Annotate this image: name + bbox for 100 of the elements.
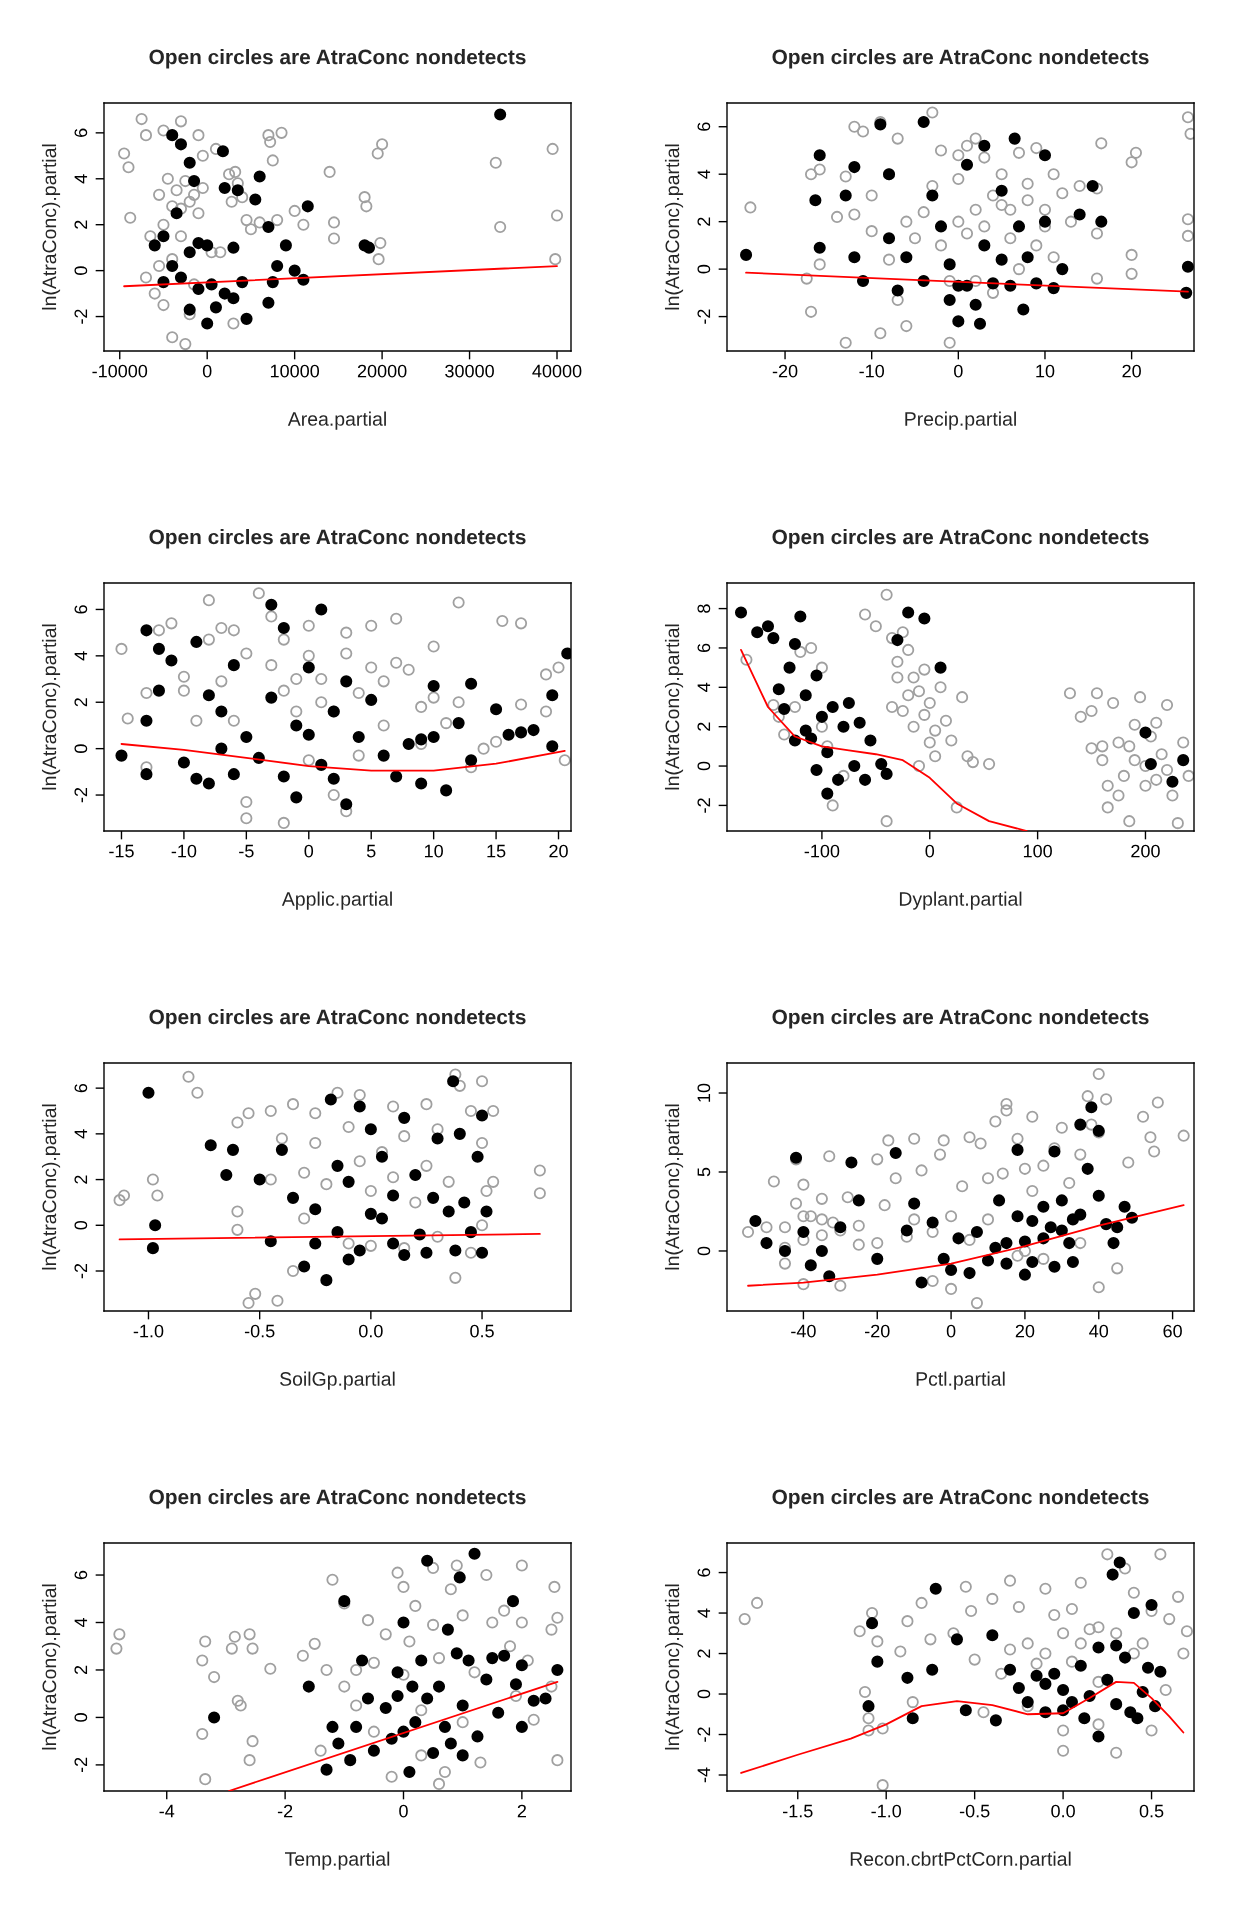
chart-title: Open circles are AtraConc nondetects xyxy=(772,1009,1149,1029)
x-tick-label: -40 xyxy=(791,1324,816,1338)
x-tick-label: -100 xyxy=(804,844,840,858)
y-tick-label: -2 xyxy=(697,798,711,813)
y-tick-label: 6 xyxy=(74,1570,88,1580)
x-tick-label: 20 xyxy=(549,844,568,858)
y-tick-label: -2 xyxy=(74,787,88,803)
y-tick-label: 0 xyxy=(697,1689,711,1699)
x-axis-title: Applic.partial xyxy=(281,891,392,910)
x-tick-label: -10 xyxy=(859,364,885,378)
y-tick-label: 4 xyxy=(74,651,88,661)
y-tick-label: 4 xyxy=(74,1129,88,1139)
x-tick-label: 0 xyxy=(202,364,212,378)
y-tick-label: 4 xyxy=(697,169,711,179)
x-axis-title: SoilGp.partial xyxy=(280,1371,395,1390)
x-tick-label: -0.5 xyxy=(244,1324,275,1338)
y-tick-label: 6 xyxy=(697,1568,711,1577)
x-tick-label: 20 xyxy=(1122,364,1141,378)
y-axis-title: ln(AtraConc).partial xyxy=(664,1104,684,1270)
y-axis-title: ln(AtraConc).partial xyxy=(664,1584,684,1750)
x-tick-label: -1.0 xyxy=(133,1324,164,1338)
x-axis-title: Pctl.partial xyxy=(916,1371,1005,1390)
x-tick-label: 10000 xyxy=(270,364,320,378)
x-tick-label: 100 xyxy=(1023,844,1052,858)
y-tick-label: 0 xyxy=(74,1713,88,1722)
x-tick-label: 20000 xyxy=(357,364,407,378)
x-tick-label: 200 xyxy=(1131,844,1160,858)
x-axis-title: Area.partial xyxy=(287,411,386,430)
y-tick-label: 10 xyxy=(697,1083,711,1102)
y-tick-label: -2 xyxy=(697,309,711,324)
x-tick-label: 0.5 xyxy=(1139,1804,1164,1818)
y-tick-label: -2 xyxy=(74,1263,88,1279)
y-tick-label: 4 xyxy=(697,682,711,692)
y-tick-label: 4 xyxy=(74,174,88,184)
chart-title: Open circles are AtraConc nondetects xyxy=(772,1489,1149,1509)
y-tick-label: 2 xyxy=(697,1649,711,1658)
x-tick-label: 0 xyxy=(954,364,963,378)
y-tick-label: 5 xyxy=(697,1167,711,1177)
y-tick-label: 0 xyxy=(74,266,88,275)
y-axis-title: ln(AtraConc).partial xyxy=(41,1584,61,1750)
x-tick-label: -10000 xyxy=(92,364,148,378)
y-axis-title: ln(AtraConc).partial xyxy=(664,624,684,790)
x-tick-label: 40000 xyxy=(532,364,582,378)
y-tick-label: 2 xyxy=(697,722,711,731)
y-axis-title: ln(AtraConc).partial xyxy=(664,144,684,310)
x-axis-title: Precip.partial xyxy=(905,411,1016,430)
x-tick-label: 2 xyxy=(517,1804,526,1818)
chart-title: Open circles are AtraConc nondetects xyxy=(772,529,1149,549)
x-tick-label: -2 xyxy=(277,1804,293,1818)
y-tick-label: 4 xyxy=(697,1608,711,1618)
y-tick-label: 0 xyxy=(697,761,711,771)
y-tick-label: 0 xyxy=(74,1220,88,1230)
x-tick-label: -15 xyxy=(109,844,134,858)
x-tick-label: 0 xyxy=(925,844,935,858)
chart-title: Open circles are AtraConc nondetects xyxy=(149,529,526,549)
x-axis-title: Dyplant.partial xyxy=(899,891,1022,910)
y-tick-label: -4 xyxy=(697,1767,711,1783)
x-tick-label: 0.5 xyxy=(470,1324,494,1338)
x-tick-label: 30000 xyxy=(445,364,494,378)
x-tick-label: 40 xyxy=(1089,1324,1109,1338)
y-axis-title: ln(AtraConc).partial xyxy=(41,144,61,310)
x-tick-label: 5 xyxy=(366,844,376,858)
y-axis-title: ln(AtraConc).partial xyxy=(41,624,61,790)
y-tick-label: 2 xyxy=(74,698,88,707)
x-tick-label: 60 xyxy=(1163,1324,1182,1338)
chart-title: Open circles are AtraConc nondetects xyxy=(772,49,1149,69)
x-tick-label: -1.5 xyxy=(783,1804,813,1818)
y-axis-title: ln(AtraConc).partial xyxy=(41,1104,61,1270)
y-tick-label: 8 xyxy=(697,604,711,613)
x-tick-label: 0 xyxy=(304,844,314,858)
y-tick-label: -2 xyxy=(74,309,88,324)
x-tick-label: 0 xyxy=(946,1324,956,1338)
x-tick-label: 0 xyxy=(399,1804,408,1818)
y-tick-label: 2 xyxy=(74,220,88,229)
x-tick-label: 10 xyxy=(424,844,443,858)
y-tick-label: 4 xyxy=(74,1618,88,1628)
x-tick-label: 20 xyxy=(1015,1324,1035,1338)
y-tick-label: 0 xyxy=(697,1246,711,1256)
y-tick-label: -2 xyxy=(74,1757,88,1773)
x-axis-title: Temp.partial xyxy=(284,1851,390,1870)
y-tick-label: 6 xyxy=(74,605,88,614)
x-tick-label: -1.0 xyxy=(871,1804,902,1818)
x-tick-label: 10 xyxy=(1036,364,1055,378)
y-tick-label: 2 xyxy=(697,217,711,226)
x-axis-title: Recon.cbrtPctCorn.partial xyxy=(850,1851,1071,1870)
y-tick-label: 6 xyxy=(74,1083,88,1093)
chart-title: Open circles are AtraConc nondetects xyxy=(149,49,526,69)
y-tick-label: 2 xyxy=(74,1175,88,1184)
y-tick-label: 0 xyxy=(697,264,711,274)
x-tick-label: -20 xyxy=(772,364,798,378)
x-tick-label: -4 xyxy=(159,1804,175,1818)
x-tick-label: -20 xyxy=(865,1324,890,1338)
x-tick-label: -10 xyxy=(171,844,197,858)
y-tick-label: 6 xyxy=(697,643,711,653)
x-tick-label: 0.0 xyxy=(1051,1804,1075,1818)
y-tick-label: 6 xyxy=(74,128,88,137)
y-tick-label: 6 xyxy=(697,122,711,131)
x-tick-label: -5 xyxy=(239,844,254,858)
chart-title: Open circles are AtraConc nondetects xyxy=(149,1009,526,1029)
chart-title: Open circles are AtraConc nondetects xyxy=(149,1489,526,1509)
